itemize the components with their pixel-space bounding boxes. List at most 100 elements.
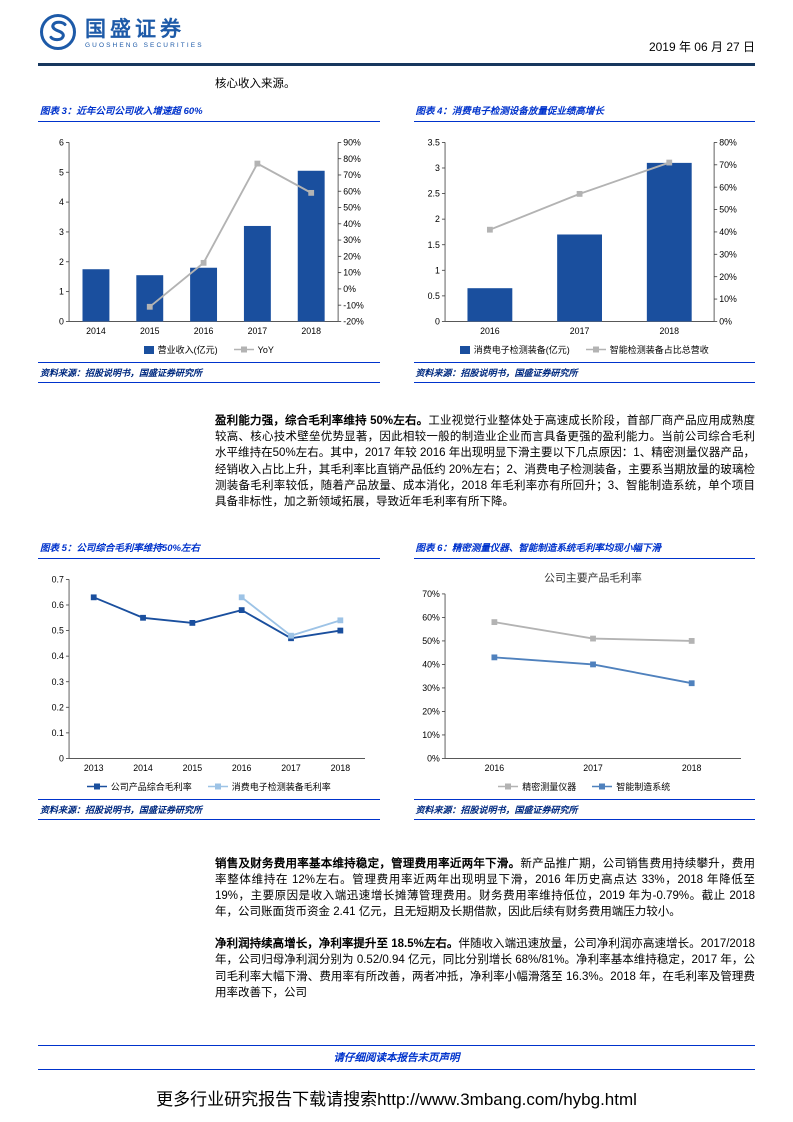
svg-text:2014: 2014 xyxy=(86,326,106,336)
svg-text:2.5: 2.5 xyxy=(427,189,439,199)
svg-text:2017: 2017 xyxy=(583,763,603,773)
svg-text:40%: 40% xyxy=(343,219,361,229)
svg-text:20%: 20% xyxy=(422,706,440,716)
svg-text:2018: 2018 xyxy=(331,763,351,773)
svg-text:1: 1 xyxy=(59,287,64,297)
svg-text:2014: 2014 xyxy=(133,763,153,773)
svg-text:40%: 40% xyxy=(422,659,440,669)
svg-text:50%: 50% xyxy=(422,636,440,646)
svg-text:2013: 2013 xyxy=(84,763,104,773)
paragraph-profitability: 盈利能力强，综合毛利率维持 50%左右。工业视觉行业整体处于高速成长阶段，首部厂… xyxy=(215,413,755,510)
svg-text:60%: 60% xyxy=(422,612,440,622)
paragraph-lead: 销售及财务费用率基本维持稳定，管理费用率近两年下滑。 xyxy=(215,857,521,870)
svg-text:2018: 2018 xyxy=(681,763,701,773)
paragraph-body: 新产品推广期，公司销售费用持续攀升，费用率整体维持在 12%左右。管理费用率近两… xyxy=(215,857,756,919)
figure-4-caption: 图表 4：消费电子检测设备放量促业绩高增长 xyxy=(413,101,755,123)
paragraph-lead: 净利润持续高增长，净利率提升至 18.5%左右。 xyxy=(215,938,459,951)
svg-text:0.2: 0.2 xyxy=(52,702,64,712)
figure-6-source: 资料来源：招股说明书，国盛证券研究所 xyxy=(413,798,755,820)
figure-3-caption: 图表 3：近年公司公司收入增速超 60% xyxy=(38,101,380,123)
svg-text:0%: 0% xyxy=(427,753,440,763)
svg-text:70%: 70% xyxy=(422,589,440,599)
svg-text:3.5: 3.5 xyxy=(427,138,439,148)
figure-4-chart: 0 0.5 1 1.5 2 2.5 3 3.5 0% 10% 20% 30% 40% 50% 60% 70% 8… xyxy=(427,137,737,356)
brand-name: 国盛证券 xyxy=(85,18,185,42)
paragraph-body: 工业视觉行业整体处于高速成长阶段，首部厂商产品应用成熟度较高、核心技术壁垒优势显… xyxy=(215,415,755,508)
svg-text:0.5: 0.5 xyxy=(52,625,64,635)
svg-text:50%: 50% xyxy=(343,203,361,213)
svg-text:2016: 2016 xyxy=(232,763,252,773)
download-promo-link[interactable]: 更多行业研究报告下载请搜索http://www.3mbang.com/hybg.… xyxy=(156,1090,637,1109)
svg-text:90%: 90% xyxy=(343,138,361,148)
paragraph-net-profit: 净利润持续高增长，净利率提升至 18.5%左右。伴随收入端迅速放量，公司净利润亦… xyxy=(215,936,755,1000)
svg-text:30%: 30% xyxy=(719,250,737,260)
figure-row-1: 图表 3：近年公司公司收入增速超 60% 0 1 2 3 4 5 6 -20% -10% 0% 10… xyxy=(38,101,755,384)
svg-text:1: 1 xyxy=(434,265,439,275)
svg-text:2016: 2016 xyxy=(480,326,500,336)
svg-text:0%: 0% xyxy=(343,284,356,294)
svg-text:2017: 2017 xyxy=(281,763,301,773)
svg-text:0: 0 xyxy=(59,753,64,763)
figure-3-source: 资料来源：招股说明书，国盛证券研究所 xyxy=(38,362,380,384)
svg-text:-10%: -10% xyxy=(343,300,364,310)
svg-text:20%: 20% xyxy=(343,252,361,262)
svg-text:2017: 2017 xyxy=(248,326,268,336)
svg-text:2016: 2016 xyxy=(484,763,504,773)
guosheng-logo-icon xyxy=(38,12,78,57)
paragraph-body: 伴随收入端迅速放量，公司净利润亦高速增长。2017/2018 年，公司归母净利润… xyxy=(215,938,755,999)
figure-3-chart: 0 1 2 3 4 5 6 -20% -10% 0% 10% 20% 30% 40% 50% 60% 70% 80… xyxy=(58,137,364,356)
report-date: 2019 年 06 月 27 日 xyxy=(648,40,755,54)
figure-4-source: 资料来源：招股说明书，国盛证券研究所 xyxy=(413,362,755,384)
figure-4: 图表 4：消费电子检测设备放量促业绩高增长 0 0.5 1 1.5 2 2.5 3 3.5 0%… xyxy=(413,101,755,384)
svg-text:2: 2 xyxy=(434,214,439,224)
svg-text:2016: 2016 xyxy=(194,326,214,336)
svg-text:10%: 10% xyxy=(422,730,440,740)
figure-3: 图表 3：近年公司公司收入增速超 60% 0 1 2 3 4 5 6 -20% -10% 0% 10… xyxy=(38,101,380,384)
svg-text:70%: 70% xyxy=(343,170,361,180)
svg-text:0: 0 xyxy=(59,317,64,327)
svg-text:10%: 10% xyxy=(719,294,737,304)
svg-text:0.4: 0.4 xyxy=(52,651,64,661)
paragraph-expense-ratio: 销售及财务费用率基本维持稳定，管理费用率近两年下滑。新产品推广期，公司销售费用持… xyxy=(215,856,755,920)
svg-text:2: 2 xyxy=(59,257,64,267)
figure-6: 图表 6：精密测量仪器、智能制造系统毛利率均现小幅下滑 0% 10% 20% 30% 4… xyxy=(413,538,755,820)
svg-text:80%: 80% xyxy=(343,154,361,164)
intro-text: 核心收入来源。 xyxy=(215,78,296,90)
svg-text:0: 0 xyxy=(434,317,439,327)
svg-text:50%: 50% xyxy=(719,205,737,215)
brand-block: 国盛证券 GUOSHENG SECURITIES xyxy=(38,12,204,57)
svg-text:0.7: 0.7 xyxy=(52,574,64,584)
figure-6-chart: 0% 10% 20% 30% 40% 50% 60% 70% 2016 2017 2018 公司主要产… xyxy=(421,570,741,792)
figure-row-2: 图表 5：公司综合毛利率维持50%左右 0 0.1 0.2 0.3 0.4 0.5 0.6 0… xyxy=(38,538,755,820)
svg-text:10%: 10% xyxy=(343,268,361,278)
svg-text:1.5: 1.5 xyxy=(427,240,439,250)
brand-name-en: GUOSHENG SECURITIES xyxy=(85,42,204,50)
brand-text: 国盛证券 GUOSHENG SECURITIES xyxy=(85,19,204,50)
svg-text:2018: 2018 xyxy=(301,326,321,336)
svg-text:0.3: 0.3 xyxy=(52,677,64,687)
svg-text:60%: 60% xyxy=(719,182,737,192)
svg-text:3: 3 xyxy=(59,227,64,237)
svg-text:0.5: 0.5 xyxy=(427,291,439,301)
svg-text:70%: 70% xyxy=(719,160,737,170)
svg-text:2015: 2015 xyxy=(140,326,160,336)
figure-5-source: 资料来源：招股说明书，国盛证券研究所 xyxy=(38,798,380,820)
svg-text:0.6: 0.6 xyxy=(52,600,64,610)
svg-text:20%: 20% xyxy=(719,272,737,282)
svg-text:6: 6 xyxy=(59,138,64,148)
svg-text:2015: 2015 xyxy=(183,763,203,773)
svg-text:0%: 0% xyxy=(719,317,732,327)
figure-5-caption: 图表 5：公司综合毛利率维持50%左右 xyxy=(38,538,380,559)
svg-text:2017: 2017 xyxy=(569,326,589,336)
svg-text:40%: 40% xyxy=(719,227,737,237)
svg-text:4: 4 xyxy=(59,197,64,207)
svg-text:-20%: -20% xyxy=(343,317,364,327)
svg-text:30%: 30% xyxy=(422,683,440,693)
svg-text:60%: 60% xyxy=(343,186,361,196)
paragraph-lead: 盈利能力强，综合毛利率维持 50%左右。 xyxy=(215,415,429,428)
figure-6-caption: 图表 6：精密测量仪器、智能制造系统毛利率均现小幅下滑 xyxy=(413,538,755,559)
svg-text:5: 5 xyxy=(59,167,64,177)
figure-5-chart: 0 0.1 0.2 0.3 0.4 0.5 0.6 0.7 2013 2014 2015 2016 20… xyxy=(51,574,366,792)
svg-text:30%: 30% xyxy=(343,235,361,245)
